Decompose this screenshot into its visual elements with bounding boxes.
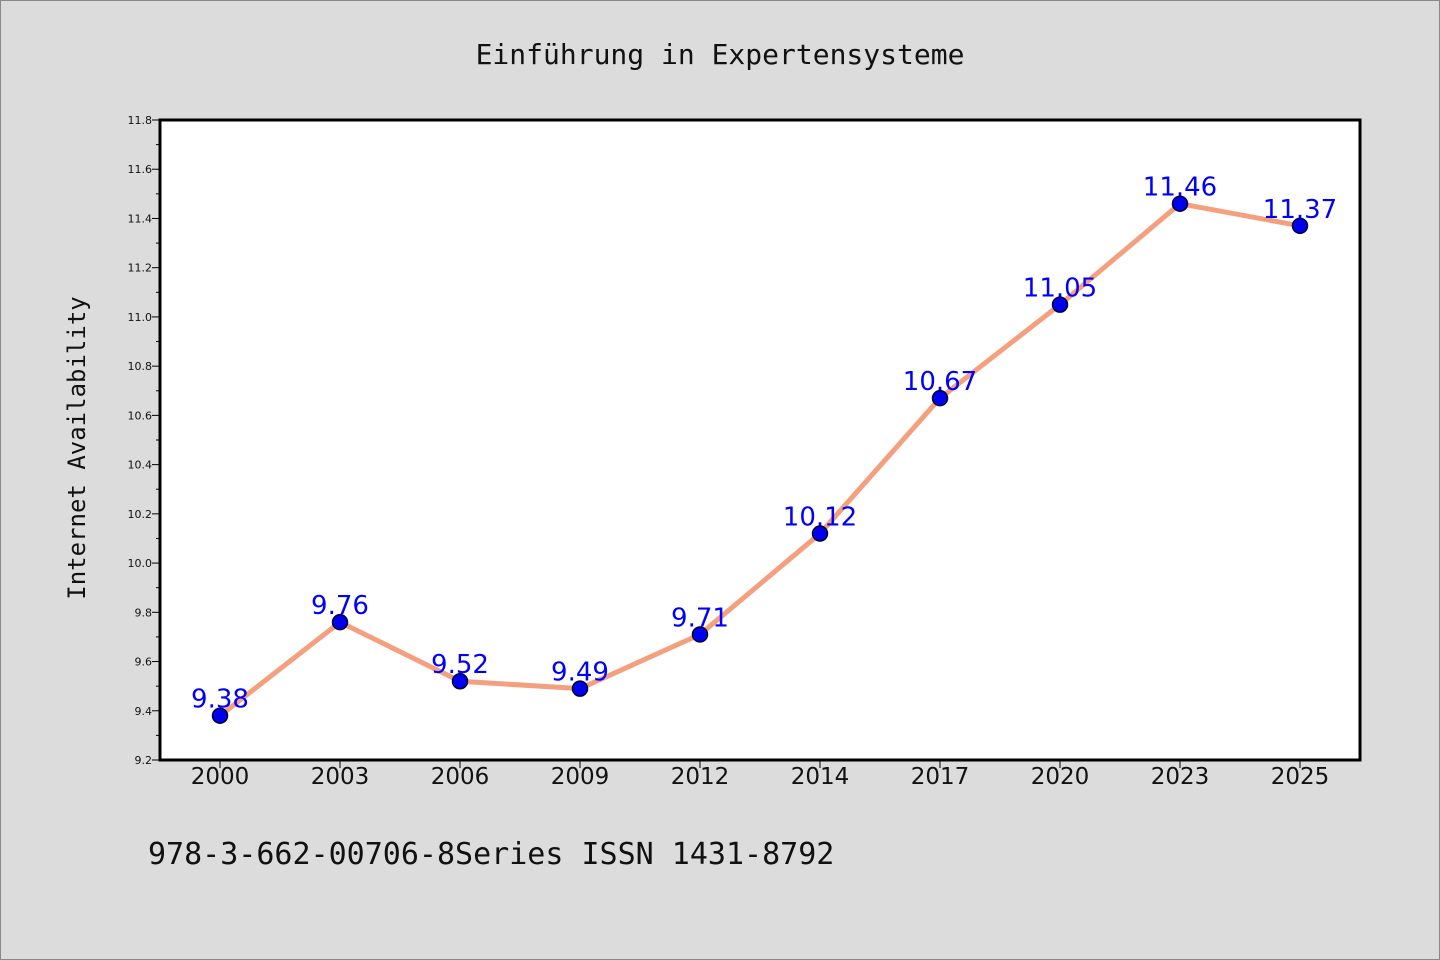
data-label: 11.05 [1023, 274, 1097, 304]
data-point [1291, 217, 1309, 235]
x-tick-label: 2000 [191, 764, 250, 790]
y-tick-label: 11.6 [128, 163, 153, 176]
y-tick-label: 9.4 [135, 705, 153, 718]
data-label: 9.38 [191, 685, 249, 715]
series-line [217, 201, 1303, 719]
data-label: 9.71 [671, 603, 729, 633]
x-tick-label: 2009 [551, 764, 610, 790]
chart-title: Einführung in Expertensysteme [476, 38, 965, 71]
y-tick-label: 9.8 [135, 606, 153, 619]
y-tick-label: 11.4 [128, 212, 153, 225]
x-tick-label: 2020 [1031, 764, 1090, 790]
data-point [931, 389, 949, 407]
x-tick-label: 2012 [671, 764, 730, 790]
y-tick-label: 11.0 [128, 311, 153, 324]
x-tick-label: 2006 [431, 764, 490, 790]
plot-frame [158, 118, 1362, 762]
data-point [571, 680, 589, 697]
y-tick-label: 11.2 [128, 262, 153, 275]
data-label: 10.67 [903, 367, 977, 397]
data-label: 9.49 [551, 658, 609, 688]
x-tick-label: 2017 [911, 764, 970, 790]
x-tick-label: 2003 [311, 764, 370, 790]
plot-area [160, 120, 1360, 760]
y-tick-label: 10.2 [128, 508, 153, 521]
x-tick-label: 2025 [1271, 764, 1330, 790]
data-point [451, 672, 469, 690]
data-point [331, 613, 349, 631]
data-label: 9.76 [311, 591, 369, 621]
x-tick-label: 2023 [1151, 764, 1210, 790]
data-point [811, 525, 829, 542]
data-label: 11.37 [1263, 195, 1337, 225]
footer-text: 978-3-662-00706-8Series ISSN 1431-8792 [148, 837, 834, 872]
data-point [691, 626, 709, 643]
data-label: 10.12 [783, 503, 857, 533]
y-tick-label: 10.8 [128, 360, 153, 373]
y-tick-label: 10.6 [128, 409, 153, 422]
data-point [211, 707, 229, 724]
y-tick-label: 9.2 [135, 754, 153, 767]
series-layer: 9.38 9.76 9.52 9.49 9.71 10.12 10.67 11.05 11.46… [191, 173, 1337, 724]
y-tick-label: 10.4 [128, 459, 153, 472]
data-point [1171, 195, 1189, 212]
y-tick-label: 10.0 [128, 557, 153, 570]
y-tick-label: 11.8 [128, 114, 153, 127]
axis-ticks: 9.2 9.4 9.6 9.8 10.0 10.2 10.4 10.6 10.8 11.0 11.2… [128, 114, 1330, 790]
y-axis-label: Internet Availability [63, 296, 91, 599]
data-label: 9.52 [431, 650, 489, 680]
data-point [1051, 296, 1069, 313]
y-tick-label: 9.6 [135, 656, 153, 669]
x-tick-label: 2014 [791, 764, 850, 790]
data-label: 11.46 [1143, 173, 1217, 203]
